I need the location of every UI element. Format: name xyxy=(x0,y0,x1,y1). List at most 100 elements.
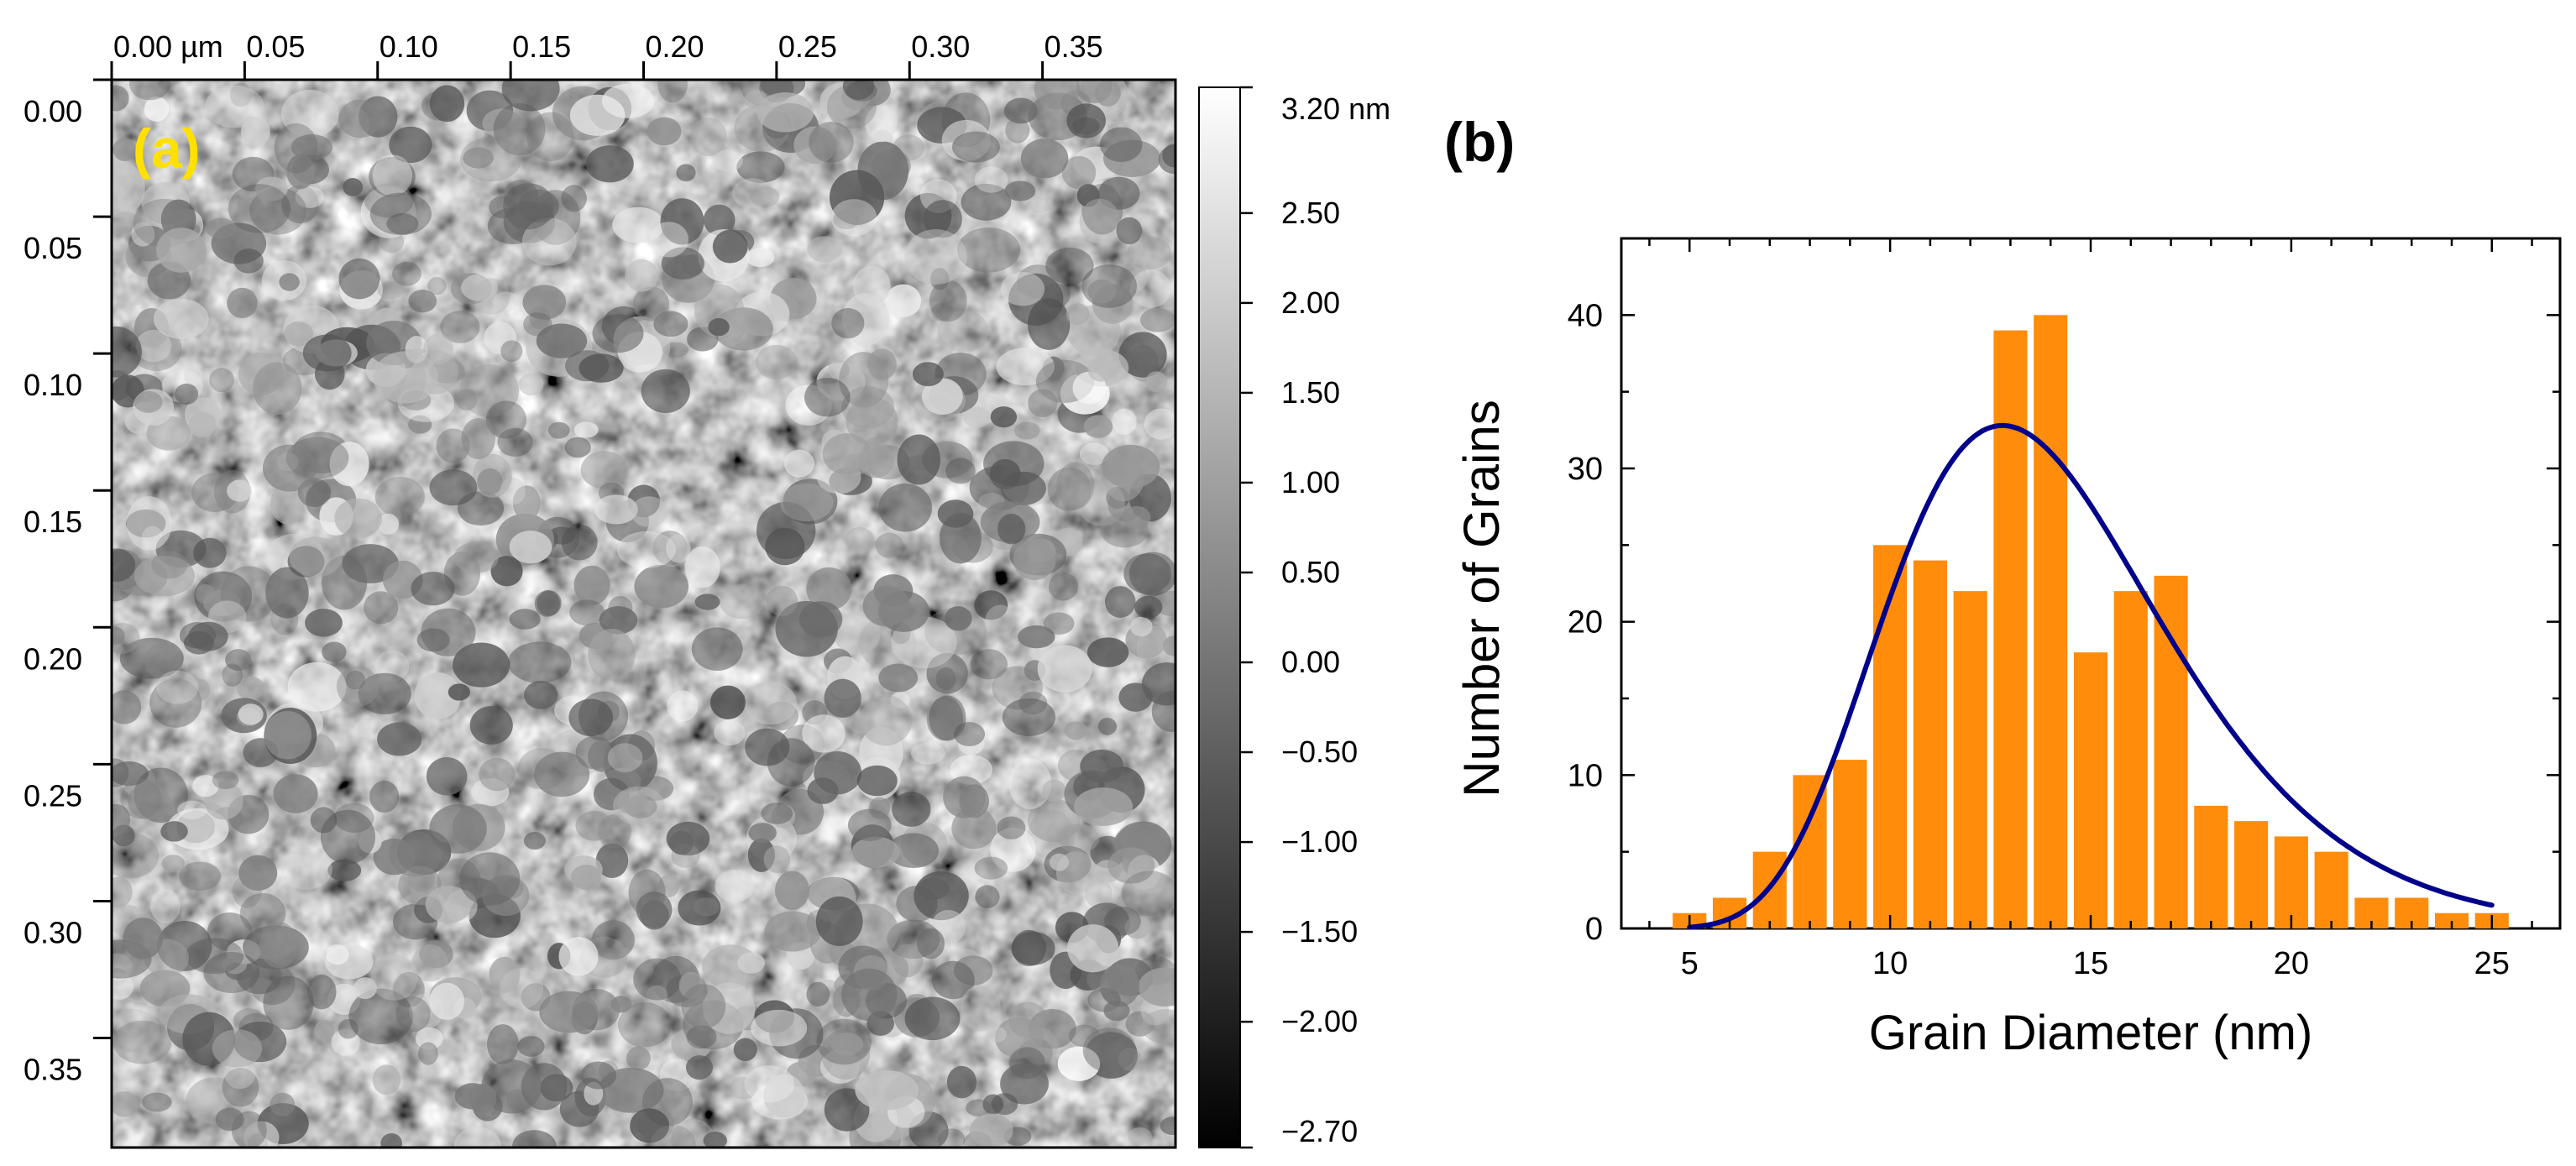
x-tick-label: 25 xyxy=(2474,946,2510,981)
afm-grain xyxy=(763,1074,805,1118)
afm-grain xyxy=(984,1026,1008,1043)
afm-grain xyxy=(564,437,591,458)
afm-grain xyxy=(666,534,691,563)
afm-grain xyxy=(573,565,610,605)
afm-grain xyxy=(847,808,892,842)
afm-grain xyxy=(135,329,172,363)
afm-grain xyxy=(897,434,940,485)
afm-grain xyxy=(537,590,562,616)
afm-grain xyxy=(113,1020,172,1064)
afm-grain xyxy=(694,284,745,337)
afm-grain xyxy=(123,918,164,959)
afm-grain xyxy=(302,334,352,372)
afm-grain xyxy=(996,348,1055,386)
afm-grain xyxy=(358,672,411,715)
afm-grain xyxy=(305,609,343,637)
afm-grain xyxy=(372,154,412,196)
afm-grain xyxy=(370,954,418,1001)
afm-grain xyxy=(1020,139,1069,179)
afm-grain xyxy=(320,809,375,865)
afm-grain xyxy=(1034,80,1081,110)
afm-grain xyxy=(338,99,381,139)
colorbar-tick-label: 0.00 xyxy=(1281,645,1340,679)
afm-grain xyxy=(374,476,425,517)
afm-grain xyxy=(693,897,720,917)
afm-grain xyxy=(1082,1027,1136,1073)
y-tick-label: 30 xyxy=(1568,452,1603,487)
afm-grain xyxy=(926,652,968,694)
afm-grain xyxy=(588,628,636,681)
histogram-bar xyxy=(1793,775,1827,928)
afm-grain xyxy=(205,217,237,239)
afm-grain xyxy=(1134,595,1163,619)
afm-grain xyxy=(1002,698,1056,736)
afm-grain xyxy=(1104,586,1136,618)
afm-grain xyxy=(1124,916,1151,939)
afm-grain xyxy=(667,690,699,722)
afm-grain xyxy=(314,1019,335,1041)
afm-grain xyxy=(573,421,599,438)
afm-grain xyxy=(824,1088,870,1132)
afm-grain xyxy=(733,1038,757,1061)
afm-grain xyxy=(634,564,689,609)
afm-grain xyxy=(429,982,465,1020)
afm-grain xyxy=(463,147,494,169)
afm-grain xyxy=(878,663,919,693)
afm-grain xyxy=(691,627,743,671)
afm-grain xyxy=(628,869,666,917)
histogram-bar xyxy=(2073,652,2108,928)
afm-grain xyxy=(610,996,632,1013)
afm-grain xyxy=(743,682,798,725)
afm-grain xyxy=(729,1076,758,1100)
afm-grain xyxy=(1079,198,1120,244)
afm-grain xyxy=(1138,967,1175,1007)
afm-grain xyxy=(408,289,437,313)
afm-grain xyxy=(793,126,837,165)
afm-grain xyxy=(322,641,347,662)
afm-grain xyxy=(1144,408,1175,440)
afm-grain xyxy=(489,956,521,993)
afm-grain xyxy=(1003,97,1038,124)
afm-grain xyxy=(618,1002,672,1048)
histogram-bar xyxy=(1953,591,1987,928)
colorbar-tick-label: 1.00 xyxy=(1281,465,1340,499)
afm-grain xyxy=(757,501,816,559)
afm-grain xyxy=(660,198,704,245)
afm-grain xyxy=(112,548,136,583)
afm-grain xyxy=(112,159,145,218)
afm-grain xyxy=(326,944,349,965)
histogram-panel: (b) 5 10 15 20 25 0 10 20 30 40 Grain Diameter (… xyxy=(1444,111,2562,1060)
afm-grain xyxy=(630,496,668,527)
afm-y-tick-label: 0.30 xyxy=(24,915,82,949)
afm-grain xyxy=(459,852,521,906)
afm-grain xyxy=(865,105,898,143)
afm-grain xyxy=(878,483,933,532)
afm-grain xyxy=(161,855,186,873)
afm-grain xyxy=(128,782,170,820)
afm-grain xyxy=(630,1108,670,1143)
afm-grain xyxy=(238,703,264,725)
afm-grain xyxy=(966,1099,992,1116)
afm-grain xyxy=(281,185,319,224)
afm-grain xyxy=(233,248,264,274)
afm-grain xyxy=(249,962,296,1006)
afm-grain xyxy=(518,373,544,396)
afm-grain xyxy=(1100,512,1149,548)
afm-grain xyxy=(757,92,814,133)
afm-grain xyxy=(957,733,985,756)
afm-grain xyxy=(119,637,184,679)
afm-grain xyxy=(280,89,339,139)
afm-grain xyxy=(353,977,377,1000)
afm-grain xyxy=(935,667,956,691)
afm-grain xyxy=(1078,451,1102,470)
afm-grain xyxy=(295,186,325,208)
afm-grain xyxy=(761,803,793,824)
afm-grain xyxy=(490,556,523,587)
afm-grain xyxy=(485,400,527,439)
afm-grain xyxy=(453,541,499,573)
afm-grain xyxy=(1139,308,1175,332)
colorbar-tick-label: 3.20 nm xyxy=(1281,92,1390,126)
afm-grain xyxy=(1128,552,1175,596)
afm-grain xyxy=(755,344,798,380)
